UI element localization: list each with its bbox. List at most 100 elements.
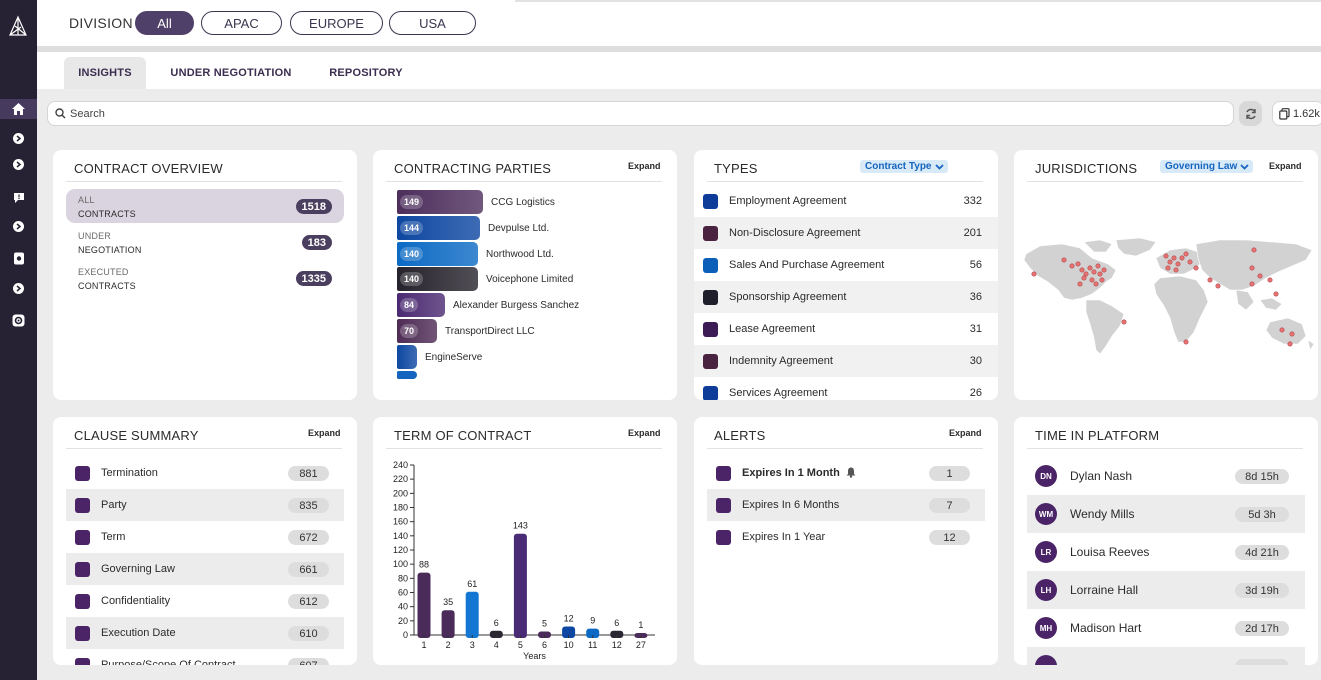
overview-under-negotiation[interactable]: UNDER NEGOTIATION 183 — [66, 225, 344, 259]
type-row[interactable]: Indemnity Agreement 30 — [694, 345, 998, 377]
division-apac-button[interactable]: APAC — [201, 11, 282, 35]
clause-row[interactable]: Confidentiality 612 — [66, 585, 344, 617]
y-tick-label: 240 — [393, 460, 408, 470]
tab-insights[interactable]: INSIGHTS — [64, 57, 146, 89]
card-divider — [707, 448, 983, 449]
chevron-right-icon[interactable] — [0, 216, 37, 236]
type-name: Services Agreement — [729, 387, 828, 399]
clause-row[interactable]: Purpose/Scope Of Contract 607 — [66, 649, 344, 665]
term-bar[interactable]: 61 — [465, 579, 479, 638]
refresh-button[interactable] — [1239, 101, 1262, 126]
type-row[interactable]: Employment Agreement 332 — [694, 185, 998, 217]
count-badge: 1518 — [295, 199, 332, 214]
party-bar[interactable]: 140 — [397, 241, 478, 266]
dropdown-label: Governing Law — [1165, 161, 1238, 172]
term-bar-value: 5 — [542, 618, 547, 628]
term-bar-value: 88 — [419, 560, 429, 570]
alert-message-icon[interactable] — [0, 188, 37, 208]
division-label: DIVISION — [69, 15, 133, 31]
alert-row[interactable]: Expires In 1 Year 12 — [707, 521, 985, 553]
party-value: 140 — [400, 246, 424, 261]
chevron-right-icon[interactable] — [0, 278, 37, 298]
term-bar[interactable]: 35 — [441, 597, 455, 638]
party-bar[interactable] — [397, 344, 417, 369]
document-count: 1.62k — [1293, 107, 1320, 120]
clause-row[interactable]: Party 835 — [66, 489, 344, 521]
term-bar[interactable]: 88 — [417, 560, 431, 638]
expand-button[interactable]: Expand — [628, 161, 661, 171]
type-name: Sales And Purchase Agreement — [729, 259, 885, 271]
term-bar[interactable]: 6 — [610, 618, 624, 638]
settings-icon[interactable] — [0, 310, 37, 330]
y-tick-label: 120 — [393, 545, 408, 555]
division-usa-button[interactable]: USA — [389, 11, 476, 35]
party-bar[interactable]: 70 — [397, 319, 437, 343]
clause-row[interactable]: Term 672 — [66, 521, 344, 553]
search-input[interactable] — [70, 105, 1220, 123]
contract-type-dropdown[interactable]: Contract Type — [860, 160, 948, 173]
overview-executed-contracts[interactable]: EXECUTED CONTRACTS 1335 — [66, 261, 344, 295]
party-bar[interactable]: 144 — [397, 215, 480, 240]
alert-row[interactable]: Expires In 6 Months 7 — [707, 489, 985, 521]
type-row[interactable]: Sponsorship Agreement 36 — [694, 281, 998, 313]
tab-under-negotiation[interactable]: UNDER NEGOTIATION — [170, 67, 292, 79]
clause-count-badge: 881 — [288, 466, 329, 481]
chevron-right-icon[interactable] — [0, 128, 37, 148]
user-row[interactable]: WM Wendy Mills 5d 3h — [1027, 495, 1305, 533]
user-row[interactable]: LR Louisa Reeves 4d 21h — [1027, 533, 1305, 571]
x-tick-label: 3 — [470, 640, 475, 650]
clause-name: Term — [101, 531, 126, 543]
party-bar[interactable]: 140 — [397, 267, 478, 292]
tab-repository[interactable]: REPOSITORY — [329, 67, 403, 79]
term-bar[interactable]: 6 — [489, 618, 503, 638]
expand-button[interactable]: Expand — [949, 428, 982, 438]
party-name: Alexander Burgess Sanchez — [453, 300, 580, 312]
type-row[interactable]: Lease Agreement 31 — [694, 313, 998, 345]
time-in-platform-card: TIME IN PLATFORM DN Dylan Nash 8d 15h WM Wen… — [1014, 417, 1318, 665]
division-europe-button[interactable]: EUROPE — [290, 11, 383, 35]
party-bar-overflow — [397, 370, 417, 379]
alert-row[interactable]: Expires In 1 Month 1 — [707, 457, 985, 489]
type-row[interactable]: Sales And Purchase Agreement 56 — [694, 249, 998, 281]
party-bar[interactable]: 149 — [397, 190, 483, 214]
clause-row[interactable]: Termination 881 — [66, 457, 344, 489]
term-bar[interactable]: 5 — [538, 618, 551, 638]
document-icon[interactable] — [0, 248, 37, 268]
document-count-button[interactable]: 1.62k — [1272, 101, 1321, 126]
x-tick-label: 4 — [494, 640, 499, 650]
type-row[interactable]: Services Agreement 26 — [694, 377, 998, 400]
clause-row[interactable]: Governing Law 661 — [66, 553, 344, 585]
clause-row[interactable]: Execution Date 610 — [66, 617, 344, 649]
user-row[interactable]: MH Madison Hart 2d 17h — [1027, 609, 1305, 647]
term-bar[interactable]: 12 — [562, 614, 576, 639]
clause-color-swatch — [75, 562, 90, 577]
count-badge: 183 — [301, 235, 332, 250]
type-color-swatch — [703, 290, 718, 305]
user-row[interactable] — [1027, 647, 1305, 665]
y-tick-label: 140 — [393, 531, 408, 541]
user-avatar: DN — [1035, 465, 1057, 487]
division-bar: DIVISION All APAC EUROPE USA — [37, 0, 1321, 46]
user-name: Wendy Mills — [1070, 507, 1135, 521]
world-map[interactable] — [1020, 238, 1318, 362]
card-title: JURISDICTIONS — [1035, 161, 1138, 176]
clause-color-swatch — [75, 594, 90, 609]
party-name: TransportDirect LLC — [445, 326, 535, 337]
governing-law-dropdown[interactable]: Governing Law — [1160, 160, 1254, 173]
division-all-button[interactable]: All — [135, 11, 194, 35]
y-tick-label: 0 — [403, 630, 408, 640]
user-row[interactable]: DN Dylan Nash 8d 15h — [1027, 457, 1305, 495]
user-row[interactable]: LH Lorraine Hall 3d 19h — [1027, 571, 1305, 609]
expand-button[interactable]: Expand — [1269, 161, 1302, 171]
type-row[interactable]: Non-Disclosure Agreement 201 — [694, 217, 998, 249]
time-badge: 4d 21h — [1235, 545, 1289, 560]
overview-all-contracts[interactable]: ALL CONTRACTS 1518 — [66, 189, 344, 223]
home-icon[interactable] — [0, 99, 37, 119]
expand-button[interactable]: Expand — [628, 428, 661, 438]
expand-button[interactable]: Expand — [308, 428, 341, 438]
party-bar[interactable]: 84 — [397, 293, 445, 318]
term-bar[interactable]: 9 — [586, 616, 600, 638]
chevron-right-icon[interactable] — [0, 154, 37, 174]
term-bar[interactable]: 143 — [513, 521, 528, 638]
app-logo[interactable] — [7, 14, 29, 38]
